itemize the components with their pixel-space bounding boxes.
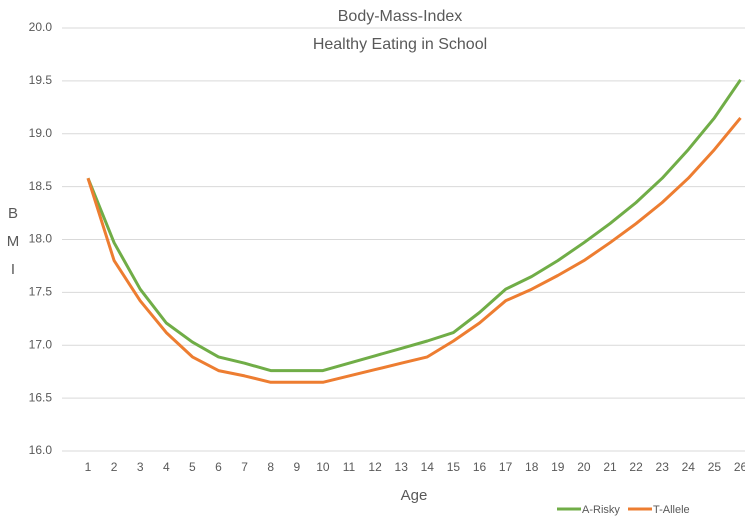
x-tick-label: 25	[708, 460, 722, 474]
legend-label: T-Allele	[653, 504, 690, 516]
x-tick-label: 11	[343, 460, 356, 474]
x-tick-label: 12	[368, 460, 382, 474]
x-tick-label: 10	[316, 460, 330, 474]
x-tick-label: 14	[421, 460, 435, 474]
x-tick-label: 3	[137, 460, 144, 474]
y-tick-label: 16.0	[29, 443, 53, 457]
y-tick-label: 18.5	[29, 179, 53, 193]
x-tick-label: 19	[551, 460, 565, 474]
x-tick-label: 4	[163, 460, 170, 474]
y-tick-label: 17.5	[29, 285, 53, 299]
line-series	[86, 116, 742, 384]
x-tick-label: 24	[682, 460, 696, 474]
x-tick-label: 15	[447, 460, 461, 474]
x-tick-label: 7	[241, 460, 248, 474]
x-tick-label: 17	[499, 460, 513, 474]
x-tick-label: 16	[473, 460, 487, 474]
line-series	[86, 78, 742, 373]
x-tick-label: 20	[577, 460, 591, 474]
chart-subtitle: Healthy Eating in School	[313, 36, 487, 53]
x-tick-label: 22	[629, 460, 643, 474]
x-tick-label: 1	[85, 460, 92, 474]
x-tick-label: 6	[215, 460, 222, 474]
x-tick-label: 2	[111, 460, 118, 474]
x-tick-label: 21	[603, 460, 617, 474]
x-tick-label: 18	[525, 460, 539, 474]
y-tick-label: 16.5	[29, 390, 53, 404]
x-tick-label: 13	[395, 460, 409, 474]
y-tick-label: 20.0	[29, 20, 53, 34]
y-tick-label: 18.0	[29, 232, 53, 246]
chart-title: Body-Mass-Index	[338, 8, 463, 25]
x-tick-label: 23	[656, 460, 670, 474]
x-tick-label: 26	[734, 460, 745, 474]
y-tick-label: 19.0	[29, 126, 53, 140]
x-tick-label: 5	[189, 460, 196, 474]
y-tick-label: 19.5	[29, 73, 53, 87]
y-tick-label: 17.0	[29, 337, 53, 351]
x-axis-label: Age	[401, 487, 428, 504]
x-tick-label: 8	[267, 460, 274, 474]
y-axis-label: BMI	[6, 205, 20, 278]
legend-label: A-Risky	[582, 504, 620, 516]
x-tick-label: 9	[293, 460, 300, 474]
